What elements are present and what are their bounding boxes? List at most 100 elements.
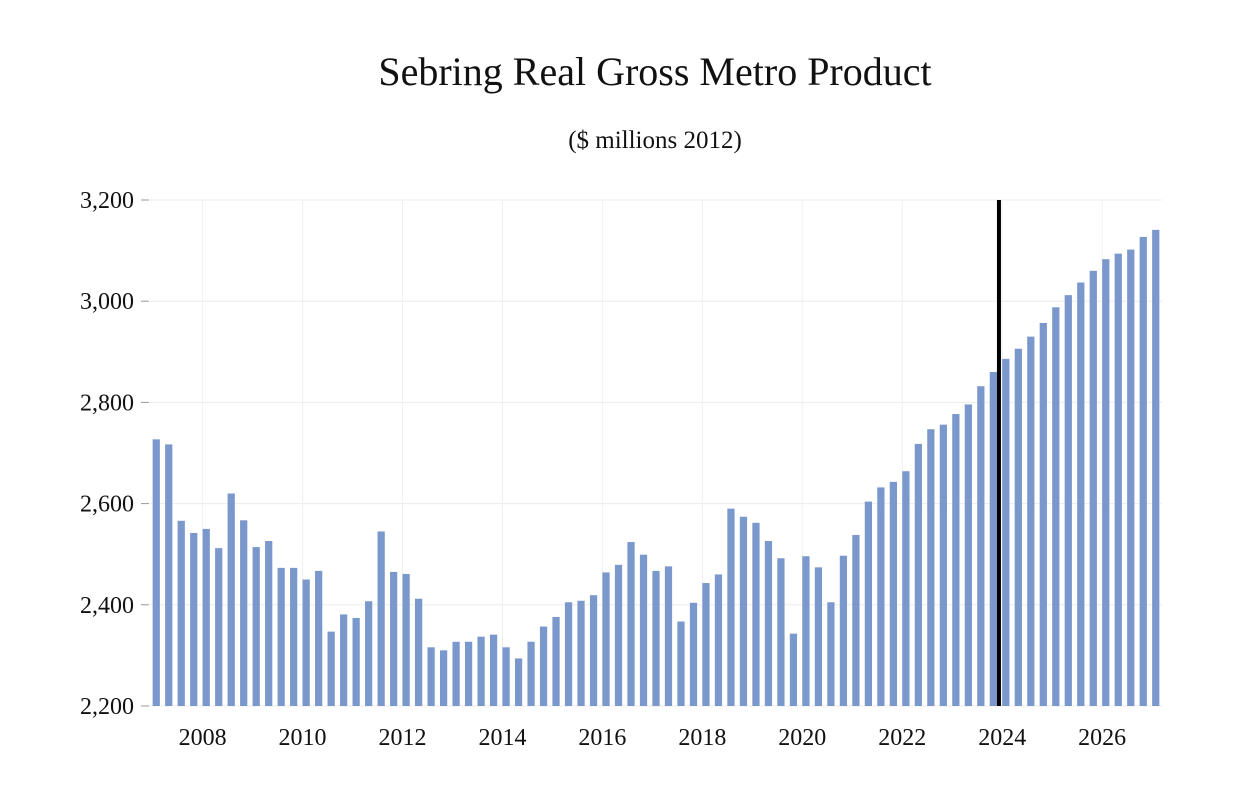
y-tick-label: 2,600 [80, 492, 134, 518]
bar [752, 522, 760, 706]
bar [1077, 282, 1085, 706]
x-tick-label: 2008 [179, 725, 227, 751]
y-tick-label: 3,200 [80, 188, 134, 214]
bar [1027, 336, 1035, 706]
bar [777, 558, 785, 706]
x-tick-label: 2014 [478, 725, 526, 751]
bar [302, 579, 310, 706]
bar [627, 542, 635, 706]
bar [152, 439, 160, 706]
x-tick-label: 2026 [1078, 725, 1126, 751]
bar [1127, 249, 1135, 706]
bar [489, 634, 498, 706]
bar [464, 641, 473, 706]
bar [927, 429, 935, 706]
x-tick-label: 2010 [279, 725, 327, 751]
bar [839, 555, 848, 706]
bar-series [152, 229, 1160, 707]
bar [539, 626, 548, 706]
bar [552, 616, 560, 706]
bar [614, 564, 623, 706]
bar [727, 508, 735, 706]
y-tick-label: 2,200 [80, 694, 134, 720]
bar [1114, 253, 1122, 707]
bar [939, 424, 947, 706]
bar [789, 633, 798, 706]
bar [202, 528, 210, 706]
bar [402, 573, 410, 706]
bar [240, 520, 248, 706]
bar [1052, 307, 1060, 706]
x-tick-label: 2012 [379, 725, 427, 751]
x-tick-label: 2020 [778, 725, 826, 751]
bar [852, 534, 860, 706]
bar [414, 598, 423, 706]
bar [977, 386, 985, 706]
bar [527, 641, 535, 706]
bar [914, 443, 922, 706]
x-tick-label: 2024 [978, 725, 1026, 751]
bar [714, 574, 723, 706]
bar [902, 471, 910, 706]
bar [877, 487, 885, 706]
bar [989, 372, 997, 706]
bar [689, 602, 698, 706]
bar [315, 570, 323, 706]
bar [602, 572, 610, 706]
bar [589, 595, 598, 706]
chart-subtitle: ($ millions 2012) [568, 127, 742, 154]
chart-title: Sebring Real Gross Metro Product [378, 49, 932, 94]
bar [365, 601, 373, 706]
bar [664, 566, 673, 706]
y-axis: 2,200 2,400 2,600 2,800 3,000 3,200 [80, 188, 149, 720]
bar [252, 547, 260, 706]
bar [327, 631, 335, 706]
bar [290, 567, 298, 706]
bar [265, 541, 273, 706]
bar [377, 531, 385, 706]
bar [814, 567, 823, 706]
bar [702, 583, 710, 706]
bar [652, 570, 660, 706]
y-tick-label: 2,400 [80, 593, 134, 619]
bar [1064, 295, 1072, 706]
bar [439, 650, 448, 706]
x-axis: 2008 2010 2012 2014 2016 2018 2020 2022 2024 2026 [179, 725, 1127, 751]
bar [340, 614, 348, 706]
bar [165, 444, 173, 706]
bar [1039, 322, 1047, 706]
x-tick-label: 2022 [878, 725, 926, 751]
bar [964, 404, 972, 706]
x-tick-label: 2016 [578, 725, 626, 751]
bar [227, 493, 235, 706]
bar [514, 658, 523, 706]
bar [477, 636, 485, 706]
bar [1089, 270, 1097, 706]
bar [390, 571, 398, 706]
bar [452, 641, 460, 706]
bar [1139, 236, 1147, 707]
bar [1002, 358, 1010, 706]
y-tick-label: 3,000 [80, 289, 134, 315]
bar [827, 602, 835, 706]
bar [1102, 259, 1110, 706]
bar [177, 520, 185, 706]
bar [427, 647, 435, 706]
bar [564, 602, 573, 706]
bar [352, 617, 360, 706]
bar [577, 600, 585, 706]
y-tick-label: 2,800 [80, 390, 134, 416]
bar [1152, 229, 1160, 706]
bar [277, 567, 285, 706]
bar [889, 481, 898, 706]
bar [802, 556, 810, 706]
bar [864, 501, 873, 706]
bar [190, 532, 198, 706]
x-tick-label: 2018 [678, 725, 726, 751]
bar [739, 516, 748, 706]
bar [764, 541, 773, 706]
bar [215, 548, 223, 706]
bar [502, 647, 510, 706]
bar [639, 554, 648, 706]
